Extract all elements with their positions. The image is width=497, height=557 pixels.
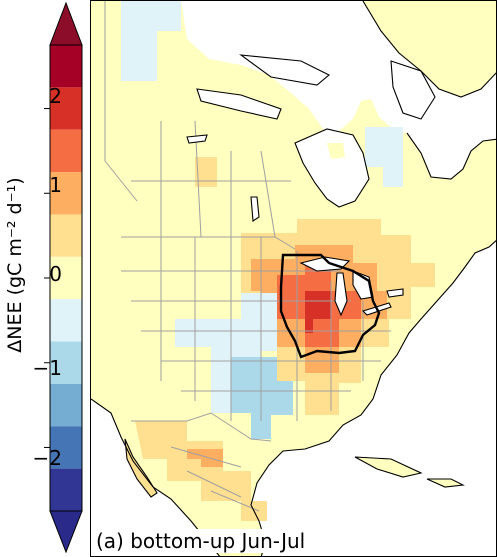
boundary-us-mexico: [131, 412, 272, 442]
colorbar-bin: [50, 45, 82, 88]
map-panel: [90, 0, 497, 557]
anomaly-mexico: [135, 421, 267, 521]
coastline-atlantic: [250, 240, 496, 556]
political-boundaries: [104, 1, 391, 512]
colorbar-bin: [50, 341, 82, 384]
coastline-hudson-bay: [294, 128, 370, 208]
coastline-baja: [124, 438, 158, 498]
colorbar-bin: [50, 214, 82, 257]
anomaly-yukon: [195, 157, 217, 187]
lake-ontario: [386, 288, 404, 298]
lake-huron: [352, 270, 374, 300]
map-canvas: [91, 1, 496, 556]
coastline-arctic: [196, 88, 282, 120]
coastline-greenland: [362, 1, 496, 98]
coastline-arctic-2: [239, 54, 330, 86]
lake-superior: [299, 256, 351, 272]
water-arctic-channel-2: [241, 55, 329, 85]
water-baffin: [391, 61, 435, 119]
anomaly-mexico-south: [187, 449, 223, 467]
land-caribbean: [355, 457, 421, 477]
colorbar-bin: [50, 256, 82, 300]
colorbar-bin: [50, 129, 82, 173]
colorbar-axis-label: ΔNEE (gC m⁻² d⁻¹): [4, 177, 26, 353]
anomaly-labrador: [365, 127, 403, 187]
colorbar-bin: [50, 468, 82, 511]
colorbar-bin: [50, 426, 82, 469]
water-arctic-channel: [197, 89, 281, 119]
colorbar-bin: [50, 299, 82, 342]
anomaly-texas-light: [211, 357, 231, 413]
anomaly-plains-medium: [231, 357, 293, 439]
lake-michigan: [334, 272, 348, 317]
highlight-region-outline: [279, 253, 381, 359]
colorbar-bin: [50, 383, 82, 427]
colorbar-ticks: [44, 108, 50, 448]
coastline-caribbean: [354, 456, 423, 478]
coastline-pacific: [91, 398, 221, 556]
anomaly-grid: [91, 1, 496, 556]
colorbar-extend-min: [49, 510, 83, 554]
colorbar-bin: [50, 172, 82, 215]
coastlines: [91, 1, 496, 556]
anomaly-top-left: [121, 1, 181, 81]
lake-winnipeg: [250, 196, 260, 222]
colorbar-tick-label: 0: [49, 262, 62, 286]
colorbar-bin: [50, 87, 82, 130]
colorbar-bins: [50, 45, 82, 511]
coastline-east: [406, 132, 496, 180]
colorbar-extend-max: [49, 1, 83, 46]
colorbar-tick-label: −2: [32, 446, 62, 470]
coastline-caribbean-2: [426, 478, 465, 488]
water-hudson-bay: [295, 129, 369, 207]
colorbar-tick-label: 2: [49, 84, 62, 108]
lake-great-slave: [186, 134, 208, 144]
boundary-mexico-state: [170, 446, 260, 512]
land-island: [327, 143, 345, 159]
boundary-alaska: [104, 1, 138, 202]
colorbar-tick-label: −1: [32, 356, 62, 380]
boundary-province: [260, 150, 276, 238]
anomaly-plains-light: [175, 293, 277, 357]
colorbar: [44, 1, 83, 554]
panel-title: (a) bottom-up Jun-Jul: [94, 529, 310, 553]
land-greenland: [363, 1, 496, 97]
colorbar-tick-label: 1: [49, 173, 62, 197]
